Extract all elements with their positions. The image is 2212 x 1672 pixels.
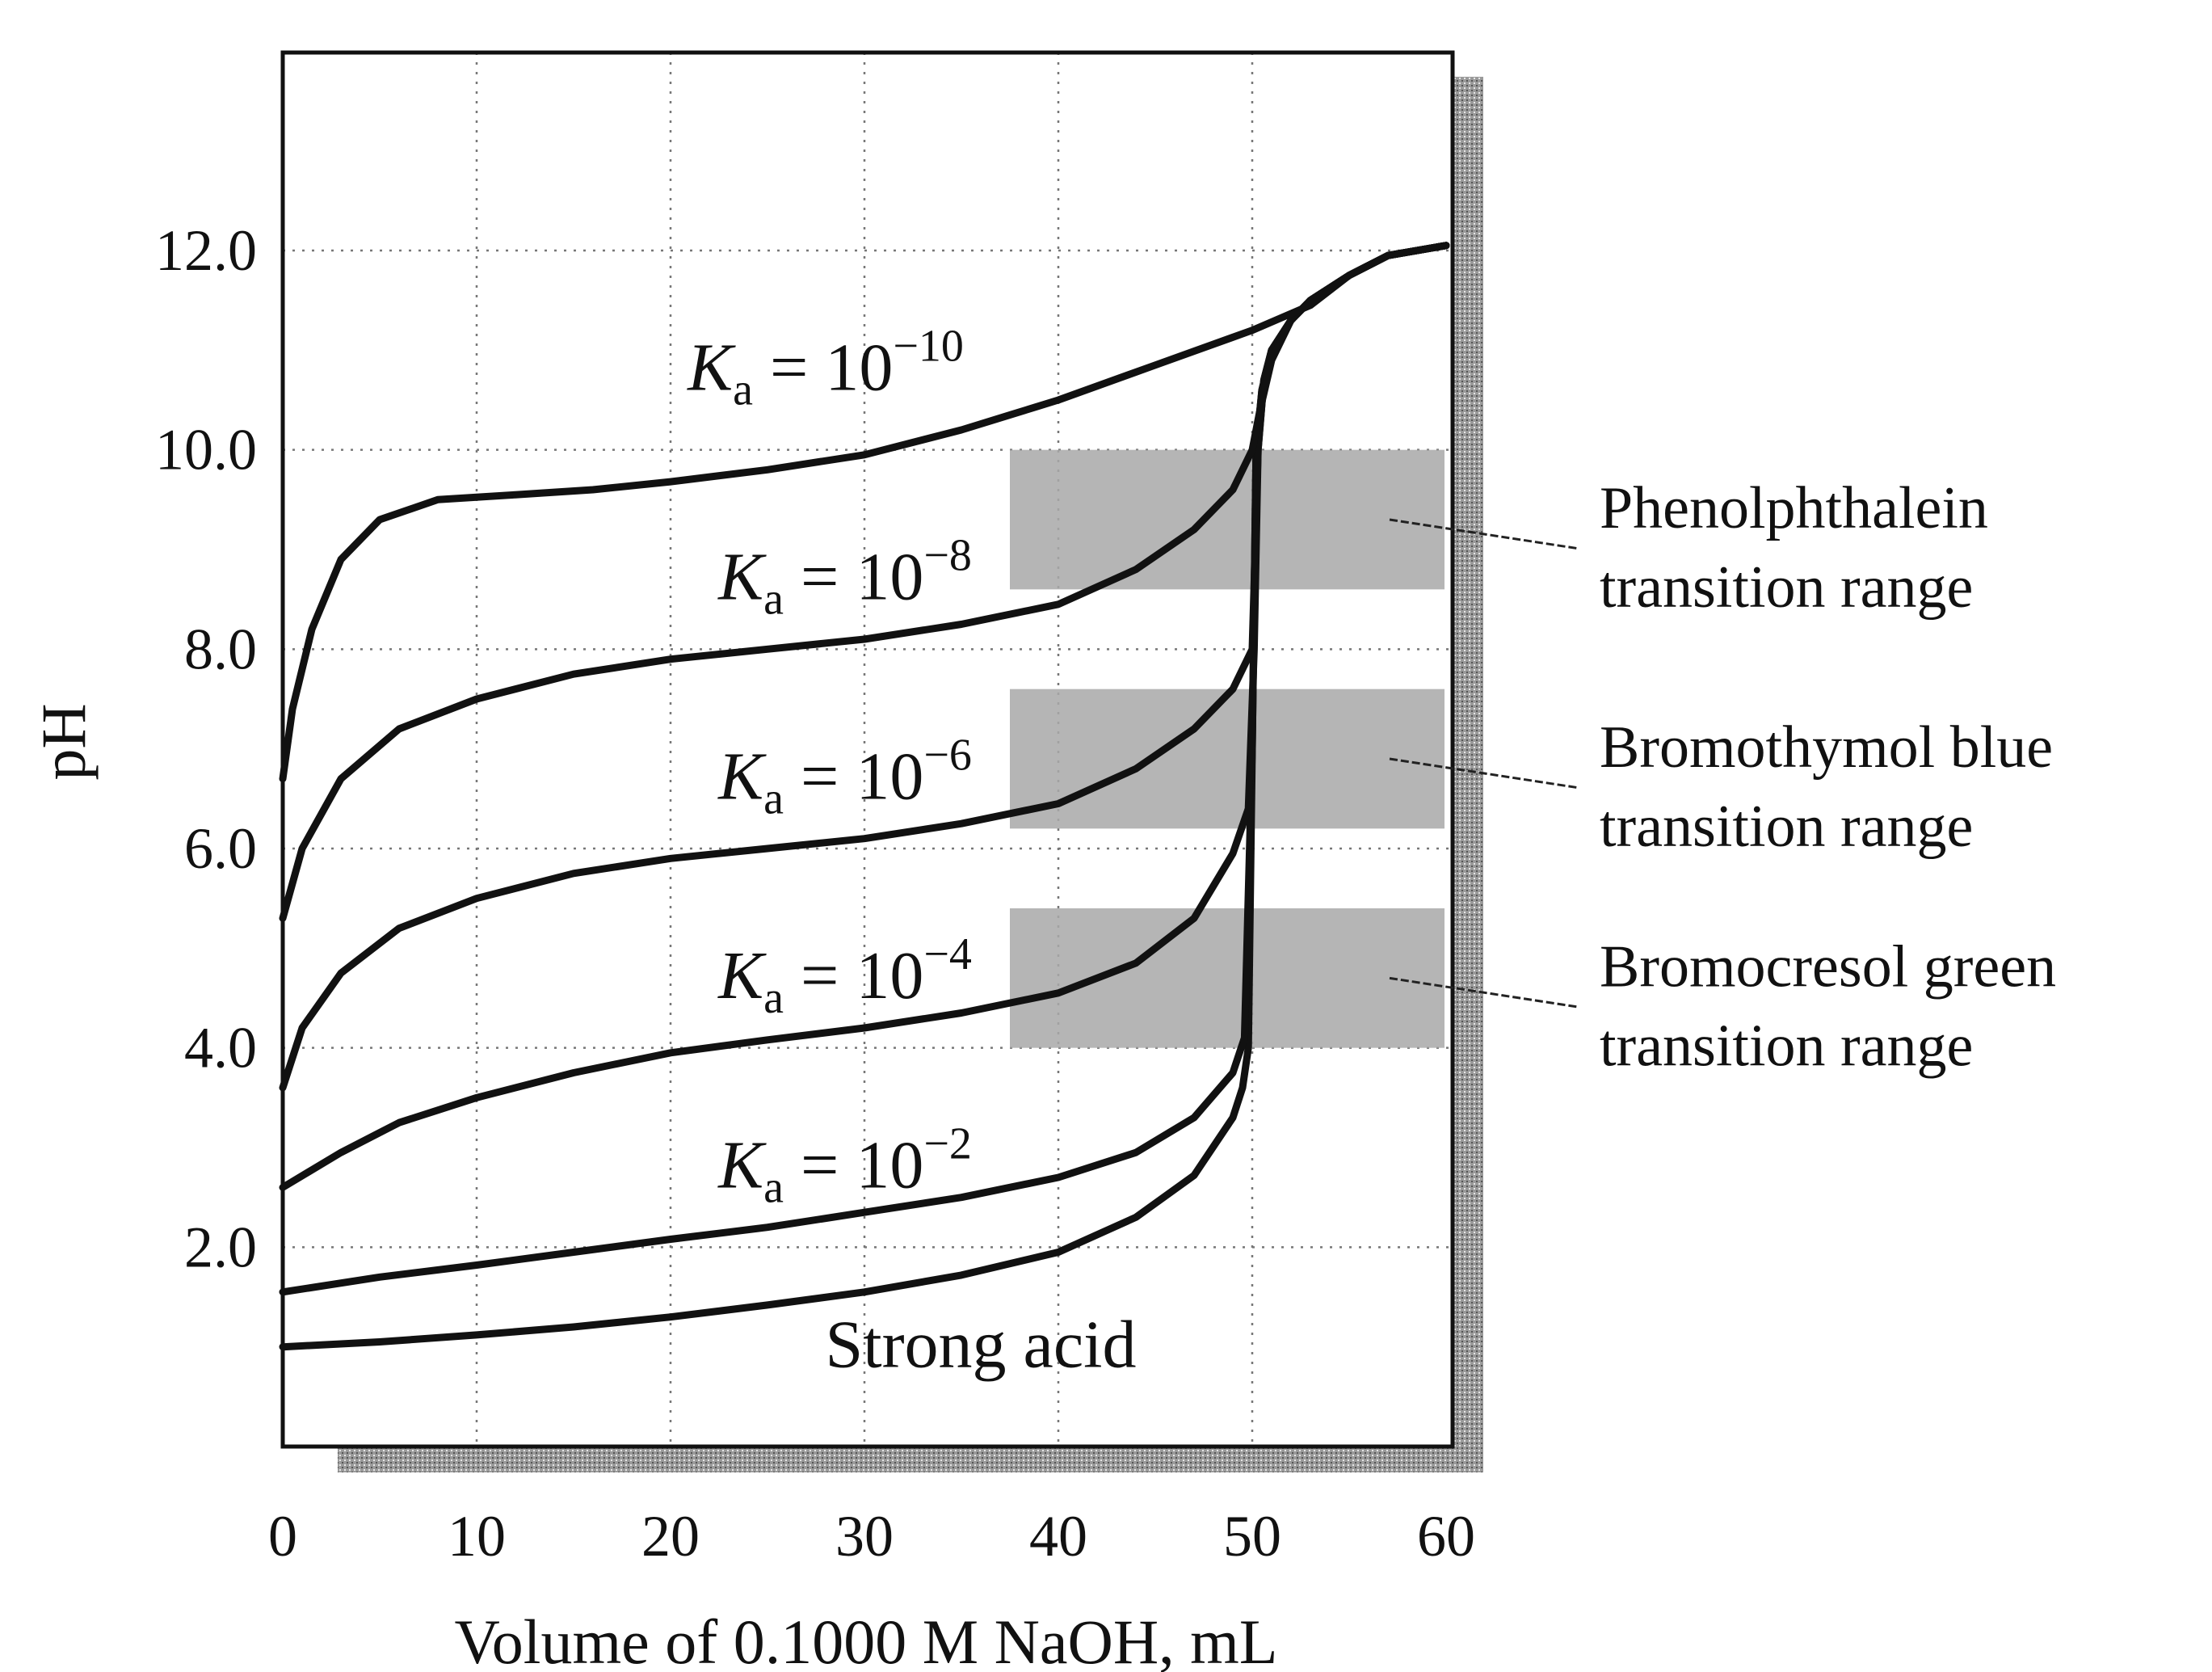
x-tick-label: 40 [1029, 1504, 1087, 1569]
x-tick-label: 60 [1417, 1504, 1475, 1569]
band-annotations: Phenolphthalein transition range Bromothym… [1389, 475, 2056, 1079]
x-tick-label: 10 [448, 1504, 506, 1569]
leader-line [1389, 976, 1580, 1009]
x-tick-labels: 0 10 20 30 40 50 60 [268, 1504, 1475, 1569]
titration-curve [279, 242, 1450, 783]
y-tick-label: 2.0 [184, 1215, 257, 1279]
x-tick-label: 20 [641, 1504, 700, 1569]
y-tick-label: 12.0 [155, 218, 257, 283]
plot-frame [280, 50, 1455, 1449]
indicator-band [1010, 449, 1445, 590]
curve-label: Ka = 10−10 [687, 322, 964, 415]
band-label-line1: Phenolphthalein [1600, 475, 1988, 541]
indicator-bands [1010, 449, 1445, 1048]
grid-lines [283, 53, 1453, 1447]
band-label-line2: transition range [1600, 1013, 1973, 1079]
frame-shadow-bottom [338, 1447, 1483, 1472]
curve-label: Ka = 10−6 [717, 730, 972, 823]
y-tick-label: 6.0 [184, 816, 257, 881]
band-label-line1: Bromothymol blue [1600, 714, 2053, 781]
curve-label: Strong acid [826, 1307, 1137, 1382]
y-tick-label: 8.0 [184, 617, 257, 681]
curve-labels: Strong acid Ka = 10−2 Ka = 10−4 Ka = 10−6 Ka… [687, 322, 1136, 1383]
x-tick-label: 0 [268, 1504, 297, 1569]
band-label-line2: transition range [1600, 554, 1973, 621]
y-tick-labels: 2.0 4.0 6.0 8.0 10.0 12.0 [155, 218, 257, 1279]
x-axis-title: Volume of 0.1000 M NaOH, mL [455, 1607, 1278, 1672]
band-label-line2: transition range [1600, 794, 1973, 860]
titration-curves [279, 242, 1450, 1351]
curve-label: Ka = 10−4 [717, 929, 972, 1023]
indicator-band [1010, 908, 1445, 1048]
y-tick-label: 10.0 [155, 418, 257, 482]
curve-label: Ka = 10−2 [717, 1118, 972, 1212]
y-axis-title: pH [28, 703, 99, 780]
leader-line [1389, 757, 1580, 790]
x-tick-label: 50 [1223, 1504, 1281, 1569]
curve-label: Ka = 10−8 [717, 531, 972, 625]
y-tick-label: 4.0 [184, 1016, 257, 1080]
x-tick-label: 30 [835, 1504, 894, 1569]
leader-line [1389, 518, 1580, 550]
indicator-band [1010, 689, 1445, 829]
band-label-line1: Bromocresol green [1600, 933, 2056, 1000]
